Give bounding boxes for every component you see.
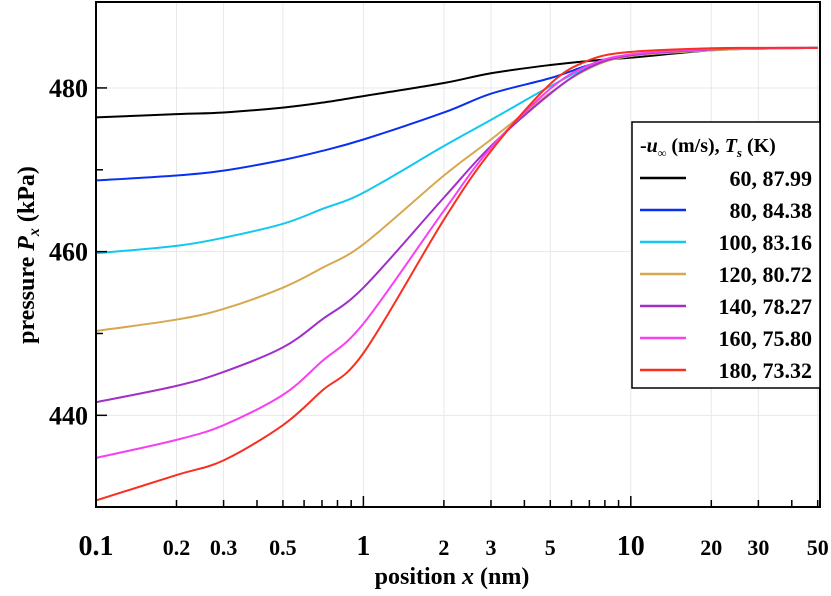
x-tick-label: 50 xyxy=(807,535,829,560)
x-axis-label: position x (nm) xyxy=(375,564,530,590)
legend-label: 80, 84.38 xyxy=(730,198,813,223)
y-tick-label: 440 xyxy=(49,401,88,430)
series-line xyxy=(95,46,818,502)
axis-ticks: 0.1 0.2 0.3 0.5 1 2 3 5 10 20 30 50 440 460 480 xyxy=(49,74,829,562)
x-tick-label: 20 xyxy=(700,535,722,560)
legend: -u∞ (m/s), Ts (K) 60, 87.99 80, 84.38 100,… xyxy=(631,121,821,389)
legend-label: 160, 75.80 xyxy=(719,326,813,351)
x-tick-label: 0.5 xyxy=(269,535,297,560)
x-tick-label: 10 xyxy=(617,531,645,562)
x-tick-label: 1 xyxy=(356,531,370,562)
x-tick-label: 2 xyxy=(438,535,449,560)
legend-label: 100, 83.16 xyxy=(719,230,813,255)
legend-label: 60, 87.99 xyxy=(730,166,813,191)
x-tick-label: 5 xyxy=(545,535,556,560)
legend-title: -u∞ (m/s), Ts (K) xyxy=(640,135,776,160)
y-axis-label: pressure Px (kPa) xyxy=(14,166,43,344)
legend-label: 180, 73.32 xyxy=(719,358,813,383)
x-tick-label: 0.1 xyxy=(79,531,114,562)
x-tick-label: 0.3 xyxy=(210,535,238,560)
x-tick-label: 3 xyxy=(485,535,496,560)
legend-label: 140, 78.27 xyxy=(719,294,813,319)
series-lines xyxy=(95,46,818,502)
legend-box xyxy=(631,121,821,389)
y-tick-label: 480 xyxy=(49,74,88,103)
x-tick-label: 30 xyxy=(747,535,769,560)
y-tick-label: 460 xyxy=(49,238,88,267)
x-tick-label: 0.2 xyxy=(163,535,191,560)
series-line xyxy=(95,46,818,459)
legend-label: 120, 80.72 xyxy=(719,262,813,287)
